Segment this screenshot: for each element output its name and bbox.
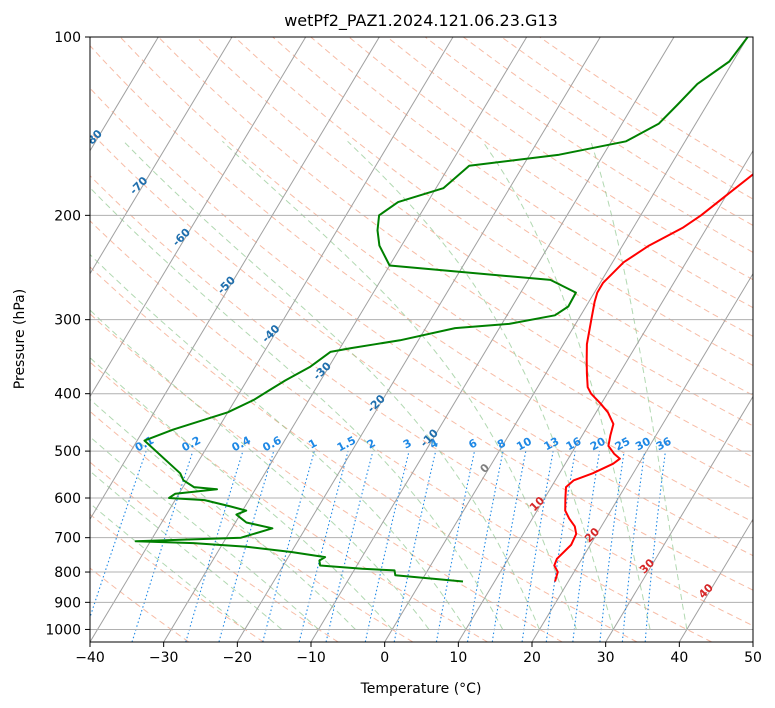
dry-adiabat (90, 513, 264, 642)
isotherm-label: -90 (36, 80, 59, 103)
x-axis-ticks: −40 −30 −20 −10 0 10 20 30 40 50 (75, 642, 762, 666)
dry-adiabat (90, 567, 190, 642)
dry-adiabat (90, 220, 712, 642)
isotherm (752, 641, 753, 642)
dry-adiabat (196, 37, 753, 427)
mixing-ratio-line (621, 451, 646, 642)
y-tick-label: 100 (54, 30, 81, 46)
x-tick-label: 40 (670, 650, 688, 666)
mixing-ratio-line (393, 450, 437, 642)
dry-adiabat (157, 37, 753, 458)
y-tick-label: 200 (54, 208, 81, 224)
mixing-ratio-line (521, 451, 554, 642)
y-tick-label: 700 (54, 531, 81, 547)
mixing-ratio-label: 13 (542, 435, 562, 454)
moist-adiabat (347, 140, 614, 630)
x-tick-label: 10 (449, 650, 467, 666)
isotherm (531, 272, 753, 642)
dry-adiabat (90, 266, 638, 642)
isotherm (90, 37, 159, 152)
mixing-ratio-label: 25 (613, 435, 633, 454)
isotherm (678, 518, 753, 642)
y-tick-label: 1000 (45, 622, 81, 638)
mixing-ratio-line (262, 450, 315, 642)
moist-adiabat (90, 436, 319, 630)
x-tick-label: 20 (523, 650, 541, 666)
plot-frame (89, 36, 754, 643)
mixing-ratio-line (599, 451, 625, 642)
dry-adiabat (90, 313, 563, 642)
isotherm (605, 395, 753, 642)
mixing-ratio-line (364, 450, 410, 642)
dry-adiabat (119, 37, 753, 490)
y-tick-label: 900 (54, 595, 81, 611)
mixing-ratio-label: 36 (654, 434, 674, 453)
y-tick-label: 600 (54, 491, 81, 507)
mixing-ratio-line (644, 451, 666, 642)
x-tick-label: −40 (75, 650, 105, 666)
y-axis-label: Pressure (hPa) (12, 289, 28, 389)
moist-adiabat (90, 398, 356, 630)
moist-adiabat (90, 357, 393, 630)
isotherm (90, 37, 233, 275)
isotherm (0, 37, 11, 642)
y-axis-ticks: 100 200 300 400 500 600 700 800 900 1000 (45, 30, 90, 638)
chart-title: wetPf2_PAZ1.2024.121.06.23.G13 (284, 11, 558, 31)
y-tick-label: 400 (54, 387, 81, 403)
isotherm (90, 37, 380, 521)
mixing-ratio-line (545, 451, 576, 642)
mixing-ratio-label: 20 (588, 435, 608, 454)
mixing-ratio-line (325, 450, 374, 642)
moist-adiabat (482, 141, 651, 630)
dry-adiabat (348, 37, 753, 309)
moist-adiabat (590, 141, 688, 630)
mixing-ratio-line (572, 451, 601, 642)
isotherm (310, 37, 675, 642)
y-tick-label: 800 (54, 565, 81, 581)
isotherm (163, 37, 528, 642)
mixing-ratio-line (218, 450, 275, 642)
y-tick-label: 300 (54, 313, 81, 329)
moist-adiabat (123, 140, 540, 630)
mixing-ratio-label: 30 (633, 435, 653, 454)
temperature-line (553, 173, 753, 582)
y-tick-label: 500 (54, 444, 81, 460)
dry-adiabat (90, 175, 753, 627)
mixing-ratio-line (185, 450, 244, 642)
background-lines (0, 37, 753, 642)
dry-adiabat (310, 37, 753, 337)
x-tick-label: −30 (149, 650, 179, 666)
mixing-ratio-line (131, 450, 194, 642)
isotherm-label: -100 (0, 33, 16, 62)
moist-adiabat (90, 470, 283, 630)
moist-adiabat (90, 309, 430, 630)
sounding-profiles (134, 37, 753, 583)
x-tick-label: 0 (380, 650, 389, 666)
dewpoint-line (134, 37, 749, 583)
x-axis-label: Temperature (°C) (360, 681, 482, 697)
plot-area (90, 37, 753, 642)
x-tick-label: 30 (597, 650, 615, 666)
mixing-ratio-line (298, 450, 349, 642)
moist-adiabat (90, 187, 504, 630)
mixing-ratio-label: 16 (564, 434, 584, 453)
mixing-ratio-label: 10 (514, 435, 534, 454)
isotherm (384, 37, 749, 642)
isotherm (457, 149, 753, 642)
x-tick-label: 50 (744, 650, 762, 666)
x-tick-label: −20 (223, 650, 253, 666)
dry-adiabat (90, 361, 488, 642)
isotherm (90, 37, 307, 398)
x-tick-label: −10 (296, 650, 326, 666)
isotherm (236, 37, 601, 642)
